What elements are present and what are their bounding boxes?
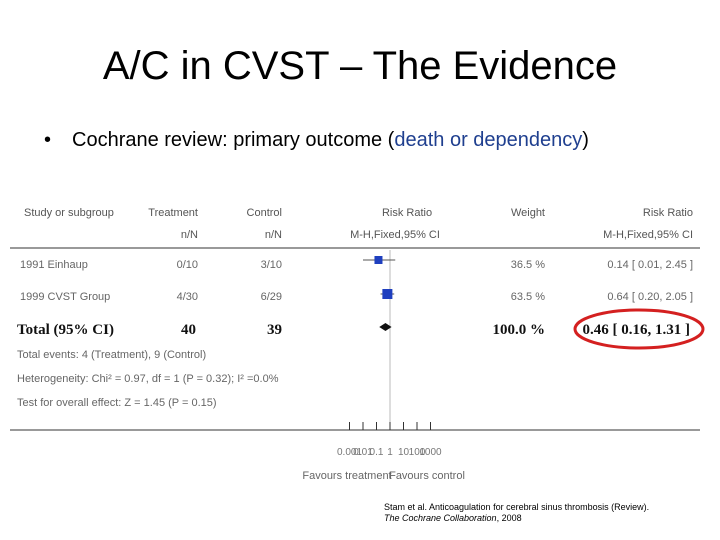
study-weight: 36.5 % xyxy=(511,259,545,271)
study-name: 1991 Einhaup xyxy=(20,259,88,271)
bullet-marker: • xyxy=(44,129,52,151)
study-ci: 0.14 [ 0.01, 2.45 ] xyxy=(607,259,693,271)
study-2-marker xyxy=(382,289,393,299)
header-study: Study or subgroup xyxy=(24,207,114,219)
header-method: M-H,Fixed,95% CI xyxy=(350,229,440,241)
bullet-mid: : primary outcome ( xyxy=(222,129,395,151)
study-weight: 63.5 % xyxy=(511,291,545,303)
note-overall-effect: Test for overall effect: Z = 1.45 (P = 0… xyxy=(17,397,217,409)
study-ci: 0.64 [ 0.20, 2.05 ] xyxy=(607,291,693,303)
total-ci: 0.46 [ 0.16, 1.31 ] xyxy=(583,322,691,338)
header-method-right: M-H,Fixed,95% CI xyxy=(603,229,693,241)
axis-tick-label: 1000 xyxy=(419,447,442,458)
axis-tick-label: 0.001 xyxy=(337,447,362,458)
total-weight: 100.0 % xyxy=(493,322,546,338)
slide-title: A/C in CVST – The Evidence xyxy=(102,44,618,88)
note-total-events: Total events: 4 (Treatment), 9 (Control) xyxy=(17,349,206,361)
total-row: Total (95% CI) 40 39 100.0 % 0.46 [ 0.16… xyxy=(17,322,690,338)
study-row-1: 1991 Einhaup 0/10 3/10 36.5 % 0.14 [ 0.0… xyxy=(20,259,693,271)
citation-year: , 2008 xyxy=(496,513,522,523)
study-name: 1999 CVST Group xyxy=(20,291,110,303)
axis-tick-label: 1 xyxy=(387,447,393,458)
study-treatment: 0/10 xyxy=(177,259,198,271)
axis-tick-label: 0.01 xyxy=(353,447,373,458)
bullet-lead: Cochrane review xyxy=(72,129,223,151)
header-risk-ratio: Risk Ratio xyxy=(382,207,432,219)
header-control: Control xyxy=(247,207,282,219)
total-treatment: 40 xyxy=(181,322,196,338)
study-row-2: 1999 CVST Group 4/30 6/29 63.5 % 0.64 [ … xyxy=(20,291,693,303)
header-weight: Weight xyxy=(511,207,545,219)
header-control-sub: n/N xyxy=(265,229,282,241)
study-control: 6/29 xyxy=(261,291,282,303)
header-treatment-sub: n/N xyxy=(181,229,198,241)
total-control: 39 xyxy=(267,322,282,338)
highlight-ellipse xyxy=(573,308,705,350)
citation: Stam et al. Anticoagulation for cerebral… xyxy=(384,502,649,524)
study-treatment: 4/30 xyxy=(177,291,198,303)
favours-left: Favours treatment xyxy=(302,470,391,482)
header-treatment: Treatment xyxy=(148,207,198,219)
axis-tick-label: 100 xyxy=(409,447,426,458)
pooled-diamond xyxy=(379,323,392,331)
bullet-outcome: death or dependency xyxy=(394,129,583,151)
citation-journal: The Cochrane Collaboration xyxy=(384,513,497,523)
citation-line-2: The Cochrane Collaboration, 2008 xyxy=(384,513,649,524)
note-heterogeneity: Heterogeneity: Chi² = 0.97, df = 1 (P = … xyxy=(17,373,279,385)
study-1-marker xyxy=(374,256,383,264)
bullet-end: ) xyxy=(582,129,589,151)
axis-tick-label: 0.1 xyxy=(370,447,384,458)
citation-line-1: Stam et al. Anticoagulation for cerebral… xyxy=(384,502,650,512)
total-label: Total (95% CI) xyxy=(17,322,114,338)
axis-tick-label: 10 xyxy=(398,447,410,458)
favours-right: Favours control xyxy=(389,470,465,482)
study-control: 3/10 xyxy=(261,259,282,271)
header-risk-ratio-right: Risk Ratio xyxy=(643,207,693,219)
bullet-text: Cochrane review: primary outcome (death … xyxy=(72,128,612,152)
